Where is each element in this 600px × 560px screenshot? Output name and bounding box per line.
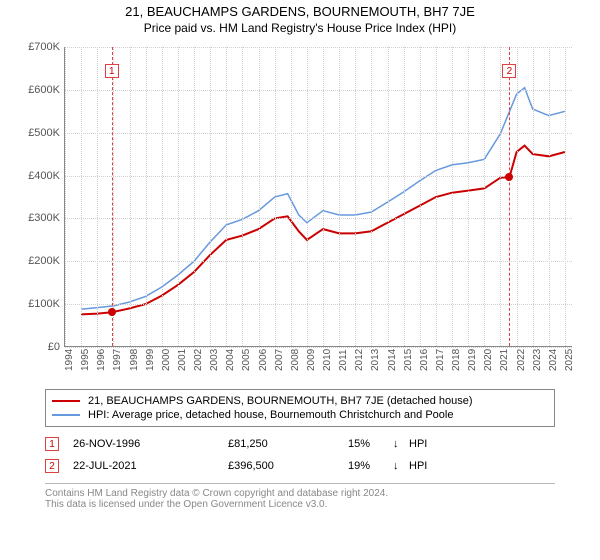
y-axis-label: £200K — [28, 255, 60, 267]
page-title: 21, BEAUCHAMPS GARDENS, BOURNEMOUTH, BH7… — [8, 4, 592, 19]
event-row-badge: 2 — [45, 459, 59, 473]
x-gridline — [565, 47, 566, 346]
legend-label: 21, BEAUCHAMPS GARDENS, BOURNEMOUTH, BH7… — [88, 395, 473, 407]
legend-swatch — [52, 400, 80, 402]
y-axis-label: £100K — [28, 298, 60, 310]
x-gridline — [388, 47, 389, 346]
x-gridline — [65, 47, 66, 346]
x-gridline — [339, 47, 340, 346]
y-axis-label: £500K — [28, 127, 60, 139]
event-marker-line — [509, 47, 510, 346]
x-gridline — [468, 47, 469, 346]
x-gridline — [242, 47, 243, 346]
event-dot — [505, 173, 513, 181]
x-gridline — [210, 47, 211, 346]
x-gridline — [420, 47, 421, 346]
y-axis-label: £400K — [28, 170, 60, 182]
event-table: 1 26-NOV-1996£81,25015%↓HPI 2 22-JUL-2021£3… — [45, 433, 555, 477]
footer: Contains HM Land Registry data © Crown c… — [45, 483, 555, 510]
event-row-badge: 1 — [45, 437, 59, 451]
event-suffix: HPI — [409, 460, 427, 472]
event-marker-line — [112, 47, 113, 346]
event-pct: 19% — [348, 460, 393, 472]
x-gridline — [500, 47, 501, 346]
y-axis-label: £300K — [28, 212, 60, 224]
event-row: 1 26-NOV-1996£81,25015%↓HPI — [45, 433, 555, 455]
price-chart: 1 2 £0 £100K £200K £300K £400K £500K £600K £700K… — [20, 39, 580, 387]
x-gridline — [226, 47, 227, 346]
page-subtitle: Price paid vs. HM Land Registry's House … — [8, 21, 592, 35]
legend-swatch — [52, 414, 80, 416]
legend-item: 21, BEAUCHAMPS GARDENS, BOURNEMOUTH, BH7… — [52, 394, 548, 408]
x-gridline — [323, 47, 324, 346]
y-axis-label: £0 — [48, 341, 60, 353]
y-gridline — [65, 218, 572, 219]
event-dot — [108, 308, 116, 316]
x-gridline — [275, 47, 276, 346]
footer-licence: This data is licensed under the Open Gov… — [45, 499, 555, 510]
y-gridline — [65, 47, 572, 48]
x-axis-label: 2025 — [564, 349, 600, 371]
y-gridline — [65, 90, 572, 91]
footer-copyright: Contains HM Land Registry data © Crown c… — [45, 488, 555, 499]
x-gridline — [452, 47, 453, 346]
y-gridline — [65, 133, 572, 134]
x-gridline — [97, 47, 98, 346]
event-price: £396,500 — [228, 460, 348, 472]
event-suffix: HPI — [409, 438, 427, 450]
x-gridline — [533, 47, 534, 346]
y-axis-label: £700K — [28, 41, 60, 53]
x-gridline — [194, 47, 195, 346]
x-gridline — [549, 47, 550, 346]
event-date: 22-JUL-2021 — [73, 460, 228, 472]
event-date: 26-NOV-1996 — [73, 438, 228, 450]
x-gridline — [291, 47, 292, 346]
x-gridline — [404, 47, 405, 346]
x-gridline — [162, 47, 163, 346]
x-gridline — [146, 47, 147, 346]
legend: 21, BEAUCHAMPS GARDENS, BOURNEMOUTH, BH7… — [45, 389, 555, 427]
x-gridline — [81, 47, 82, 346]
event-price: £81,250 — [228, 438, 348, 450]
y-gridline — [65, 304, 572, 305]
x-gridline — [307, 47, 308, 346]
x-gridline — [371, 47, 372, 346]
y-axis-label: £600K — [28, 84, 60, 96]
x-gridline — [259, 47, 260, 346]
x-gridline — [178, 47, 179, 346]
event-badge: 2 — [502, 64, 516, 78]
event-badge: 1 — [105, 64, 119, 78]
x-gridline — [484, 47, 485, 346]
legend-label: HPI: Average price, detached house, Bour… — [88, 409, 453, 421]
x-gridline — [517, 47, 518, 346]
x-gridline — [436, 47, 437, 346]
arrow-down-icon: ↓ — [393, 460, 409, 472]
event-pct: 15% — [348, 438, 393, 450]
y-gridline — [65, 176, 572, 177]
event-row: 2 22-JUL-2021£396,50019%↓HPI — [45, 455, 555, 477]
x-gridline — [130, 47, 131, 346]
legend-item: HPI: Average price, detached house, Bour… — [52, 408, 548, 422]
x-gridline — [355, 47, 356, 346]
y-gridline — [65, 261, 572, 262]
x-gridline — [113, 47, 114, 346]
arrow-down-icon: ↓ — [393, 438, 409, 450]
